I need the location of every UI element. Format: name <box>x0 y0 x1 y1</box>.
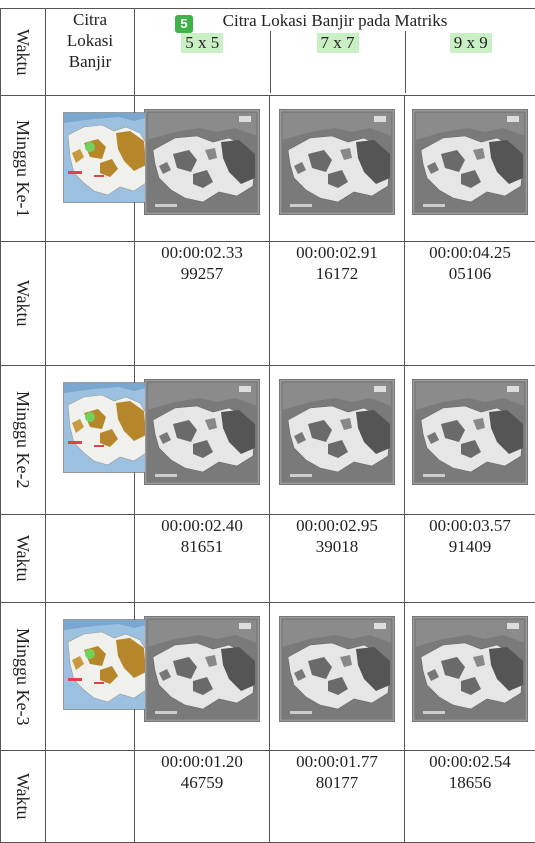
flood-map-gray-image <box>279 109 395 215</box>
week-1-7x7-image <box>270 96 405 242</box>
week-1-label: Minggu Ke-1 <box>1 96 46 242</box>
week-1-time-label: Waktu <box>1 242 46 366</box>
week-3-time-label: Waktu <box>1 751 46 843</box>
flood-map-gray-image <box>144 109 260 215</box>
header-citra-lokasi: Citra Lokasi Banjir <box>46 9 135 96</box>
week-2-5x5-image <box>135 366 270 515</box>
header-citra-lokasi-text: Citra Lokasi Banjir <box>60 9 120 72</box>
week-3-time-empty <box>46 751 135 843</box>
week-3-label: Minggu Ke-3 <box>1 603 46 751</box>
header-matriks: 5 Citra Lokasi Banjir pada Matriks 5 x 5… <box>135 9 535 96</box>
week-2-time-empty <box>46 515 135 603</box>
matriks-title: Citra Lokasi Banjir pada Matriks <box>223 11 448 30</box>
week-1-9x9-image <box>405 96 535 242</box>
size-5: 5 x 5 <box>135 31 270 93</box>
flood-map-gray-image <box>412 616 528 722</box>
week-2-original-image <box>46 366 135 515</box>
flood-map-gray-image <box>144 616 260 722</box>
week-1-time-empty <box>46 242 135 366</box>
flood-map-gray-image <box>279 616 395 722</box>
week-3-5x5-image <box>135 603 270 751</box>
flood-map-color-image <box>63 619 147 710</box>
week-3-original-image <box>46 603 135 751</box>
week-1-original-image <box>46 96 135 242</box>
flood-map-gray-image <box>279 379 395 485</box>
row-week-3: Minggu Ke-3 <box>1 603 535 751</box>
flood-map-color-image <box>63 382 147 473</box>
row-week-1: Minggu Ke-1 <box>1 96 535 242</box>
week-2-time-label: Waktu <box>1 515 46 603</box>
header-row: Waktu Citra Lokasi Banjir 5 Citra Lokasi… <box>1 9 535 96</box>
flood-map-gray-image <box>412 109 528 215</box>
flood-map-gray-image <box>412 379 528 485</box>
flood-map-color-image <box>63 112 147 203</box>
size-7: 7 x 7 <box>270 31 405 93</box>
week-3-7x7-image <box>270 603 405 751</box>
week-2-9x9-image <box>405 366 535 515</box>
header-waktu: Waktu <box>1 9 46 96</box>
size-9: 9 x 9 <box>405 31 535 93</box>
results-table: Waktu Citra Lokasi Banjir 5 Citra Lokasi… <box>0 8 535 843</box>
row-week-2: Minggu Ke-2 <box>1 366 535 515</box>
week-2-label: Minggu Ke-2 <box>1 366 46 515</box>
flood-map-gray-image <box>144 379 260 485</box>
week-3-9x9-image <box>405 603 535 751</box>
week-2-7x7-image <box>270 366 405 515</box>
week-1-5x5-image <box>135 96 270 242</box>
matriks-title-wrap: 5 Citra Lokasi Banjir pada Matriks <box>135 9 535 31</box>
annotation-badge: 5 <box>175 15 193 33</box>
